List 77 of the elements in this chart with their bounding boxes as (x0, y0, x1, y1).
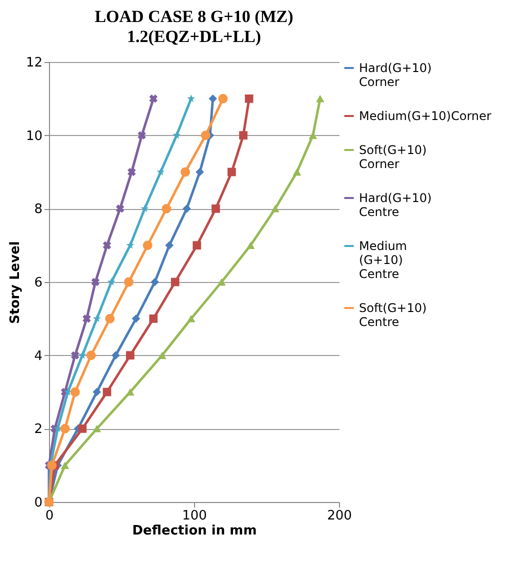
point (60, 462, 70, 469)
point (140, 204, 149, 212)
point (92, 314, 101, 322)
point (92, 388, 102, 396)
point (126, 388, 134, 396)
point (91, 278, 100, 286)
point (239, 131, 248, 140)
point (78, 351, 86, 359)
point (102, 388, 112, 396)
point (102, 241, 112, 250)
point (124, 277, 134, 287)
point (82, 314, 91, 323)
chart-title: LOAD CASE 8 G+10 (MZ) (94, 7, 294, 26)
point (142, 240, 152, 250)
point (112, 351, 120, 360)
point (126, 351, 134, 360)
point (78, 424, 87, 433)
point (186, 315, 196, 322)
point (180, 167, 190, 177)
point (47, 460, 57, 470)
y-tick-label: 2 (34, 422, 42, 438)
point (70, 387, 80, 397)
y-tick-label: 6 (34, 276, 42, 290)
point (138, 131, 146, 140)
point (217, 278, 226, 286)
point (170, 278, 180, 286)
point (212, 204, 220, 213)
point (149, 314, 158, 323)
point (172, 131, 181, 139)
point (70, 351, 80, 360)
point (156, 168, 165, 176)
point (107, 278, 116, 286)
x-tick-label: 200 (327, 508, 352, 524)
point (162, 204, 172, 214)
point (116, 204, 124, 213)
point (64, 388, 72, 396)
chart-subtitle: 1.2(EQZ+DL+LL) (126, 27, 262, 46)
legend-label: Soft(G+10) Centre (359, 301, 427, 329)
point (128, 168, 136, 176)
point (132, 314, 140, 323)
point (126, 241, 134, 249)
point (165, 241, 174, 250)
y-tick-label: 0 (34, 496, 42, 510)
point (308, 132, 318, 139)
point (92, 425, 102, 432)
y-axis-title: Story Level (8, 241, 23, 324)
point (105, 314, 115, 324)
legend-label: Hard(G+10) Corner (359, 61, 432, 89)
y-tick-label: 12 (26, 56, 42, 70)
point (86, 350, 96, 360)
x-tick-label: 0 (45, 508, 54, 524)
point (192, 241, 202, 250)
point (244, 94, 254, 103)
point (246, 242, 255, 249)
point (60, 424, 70, 434)
point (218, 94, 228, 104)
legend-label: Medium(G+10)Corner (359, 109, 492, 123)
point (228, 168, 236, 176)
y-tick-label: 4 (34, 348, 42, 364)
point (150, 278, 160, 286)
y-tick-label: 8 (34, 202, 42, 218)
point (149, 94, 158, 103)
point (182, 204, 191, 213)
x-tick-label: 100 (182, 508, 207, 524)
point (200, 130, 210, 140)
y-tick-label: 10 (26, 128, 42, 144)
legend-label: Hard(G+10) Centre (359, 191, 432, 219)
point (271, 205, 280, 212)
point (208, 94, 218, 103)
point (196, 168, 204, 176)
legend-label: Soft(G+10) Corner (359, 143, 427, 171)
legend-label: Medium (G+10) Centre (359, 239, 407, 281)
point (187, 94, 196, 102)
point (292, 168, 302, 176)
point (316, 95, 324, 102)
point (158, 352, 166, 359)
x-axis-title: Deflection in mm (132, 524, 257, 538)
